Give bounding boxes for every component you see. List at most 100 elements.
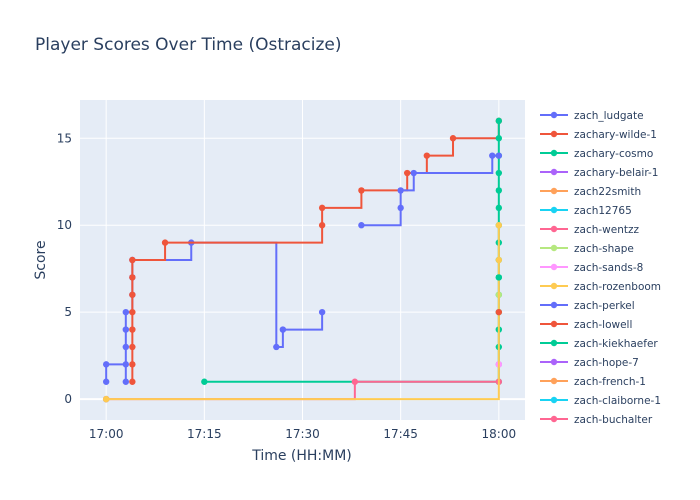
legend-item[interactable]: zach12765 <box>540 205 632 217</box>
legend-swatch-marker <box>550 377 558 385</box>
legend-item[interactable]: zach-rozenboom <box>540 281 661 293</box>
legend-swatch-marker <box>550 111 558 119</box>
legend-item[interactable]: zachary-cosmo <box>540 148 653 160</box>
data-point <box>129 256 136 264</box>
x-tick-label: 17:30 <box>285 427 320 441</box>
legend-item[interactable]: zach-hope-7 <box>540 357 639 369</box>
legend-label: zach-perkel <box>574 300 635 312</box>
data-point <box>129 326 136 333</box>
data-point <box>397 204 404 212</box>
series-line <box>106 225 500 401</box>
legend-label: zach-hope-7 <box>574 357 639 369</box>
data-point <box>495 204 503 212</box>
legend-label: zachary-wilde-1 <box>574 129 657 141</box>
series-zach-lowell <box>495 308 503 316</box>
legend-item[interactable]: zach22smith <box>540 186 641 198</box>
y-axis-title: Score <box>33 240 49 279</box>
data-point <box>122 343 130 351</box>
legend-item[interactable]: zachary-belair-1 <box>540 167 658 179</box>
legend[interactable]: zach_ludgate zachary-wilde-1 zachary-cosmo… <box>540 110 661 426</box>
legend-swatch-marker <box>550 263 558 271</box>
data-point <box>495 308 503 316</box>
legend-item[interactable]: zach-shape <box>540 243 634 255</box>
series-zach-kiekhaefer <box>495 274 503 281</box>
data-point <box>410 169 417 177</box>
legend-item[interactable]: zach-kiekhaefer <box>540 338 658 350</box>
legend-item[interactable]: zach-sands-8 <box>540 262 643 274</box>
x-tick-label: 18:00 <box>482 427 517 441</box>
data-point <box>495 152 503 159</box>
legend-swatch-marker <box>550 339 558 347</box>
data-point <box>495 222 503 229</box>
legend-items: zach_ludgate zachary-wilde-1 zachary-cosmo… <box>540 110 661 426</box>
legend-swatch-marker <box>550 168 558 176</box>
data-point <box>397 187 404 194</box>
data-point <box>161 239 169 246</box>
legend-label: zach12765 <box>574 205 632 217</box>
data-point <box>495 187 503 194</box>
x-tick-label: 17:45 <box>383 427 418 441</box>
legend-item[interactable]: zach-lowell <box>540 319 632 331</box>
data-point <box>102 361 110 368</box>
y-tick-label: 0 <box>64 392 72 406</box>
legend-item[interactable]: zach-buchalter <box>540 414 653 426</box>
data-point <box>489 152 496 159</box>
data-point <box>129 378 136 385</box>
data-point <box>358 222 365 229</box>
data-point <box>122 308 130 316</box>
legend-label: zach-lowell <box>574 319 632 331</box>
legend-swatch-marker <box>550 206 558 214</box>
legend-item[interactable]: zach-french-1 <box>540 376 646 388</box>
series-zach-perkel <box>358 152 503 229</box>
y-tick-label: 15 <box>57 131 72 145</box>
legend-label: zach-sands-8 <box>574 262 643 274</box>
legend-label: zach_ludgate <box>574 110 644 122</box>
legend-item[interactable]: zach_ludgate <box>540 110 644 122</box>
series-zachary-wilde-1 <box>129 117 503 385</box>
axes: 17:00 17:15 17:30 17:45 18:00 0 5 10 15 <box>57 131 516 441</box>
chart-title: Player Scores Over Time (Ostracize) <box>35 35 342 55</box>
series-line <box>361 154 499 227</box>
data-point <box>318 204 326 212</box>
data-point <box>129 291 136 298</box>
legend-swatch-marker <box>550 149 558 157</box>
y-tick-label: 10 <box>57 218 72 232</box>
data-point <box>279 326 287 333</box>
data-point <box>129 308 136 316</box>
data-point <box>423 152 431 159</box>
legend-label: zach-kiekhaefer <box>574 338 658 350</box>
data-point <box>495 274 503 281</box>
legend-item[interactable]: zach-claiborne-1 <box>540 395 661 407</box>
data-point <box>122 361 130 368</box>
legend-label: zachary-cosmo <box>574 148 653 160</box>
data-point <box>201 378 208 385</box>
legend-item[interactable]: zach-perkel <box>540 300 635 312</box>
data-point <box>495 117 503 125</box>
legend-label: zach-rozenboom <box>574 281 661 293</box>
legend-label: zach22smith <box>574 186 641 198</box>
legend-swatch-marker <box>550 415 558 423</box>
data-point <box>495 256 503 264</box>
data-point <box>404 169 411 177</box>
legend-item[interactable]: zachary-wilde-1 <box>540 129 657 141</box>
y-tick-label: 5 <box>64 305 72 319</box>
legend-label: zach-french-1 <box>574 376 646 388</box>
legend-swatch-marker <box>550 396 558 404</box>
legend-swatch-marker <box>550 320 558 328</box>
legend-item[interactable]: zach-wentzz <box>540 224 639 236</box>
series-zach-rozenboom <box>102 222 503 403</box>
legend-label: zach-buchalter <box>574 414 653 426</box>
data-point <box>495 135 503 142</box>
data-point <box>102 378 110 385</box>
data-point <box>129 343 136 351</box>
data-point <box>102 395 110 403</box>
data-point <box>495 169 503 177</box>
legend-swatch-marker <box>550 244 558 252</box>
data-point <box>318 222 326 229</box>
data-point <box>318 308 326 316</box>
legend-swatch-marker <box>550 130 558 138</box>
plot-area <box>80 100 525 420</box>
x-axis-title: Time (HH:MM) <box>251 448 352 464</box>
data-point <box>129 361 136 368</box>
